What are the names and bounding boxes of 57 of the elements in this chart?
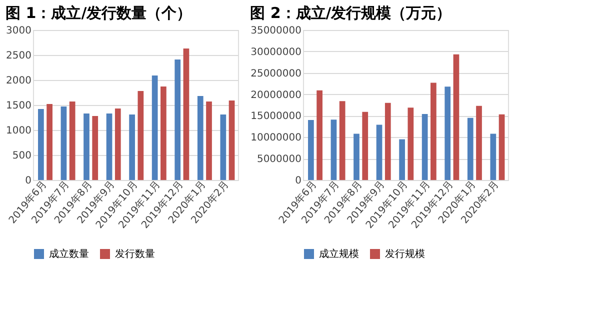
bar <box>430 82 436 180</box>
bar <box>408 108 414 180</box>
bar <box>114 108 121 180</box>
bar <box>422 114 428 180</box>
bar <box>308 120 314 180</box>
bar <box>354 134 360 180</box>
y-tick-label: 5000000 <box>256 154 302 166</box>
bar <box>453 54 460 180</box>
legend-label: 发行规模 <box>385 248 425 260</box>
bar <box>197 96 204 180</box>
chart-title: 图 2：成立/发行规模（万元） <box>250 4 452 22</box>
bar <box>38 109 44 180</box>
legend-label: 成立数量 <box>49 248 89 260</box>
y-tick-label: 15000000 <box>250 111 302 122</box>
bar <box>46 104 52 180</box>
y-tick-label: 500 <box>12 150 32 162</box>
bar <box>316 90 322 180</box>
y-tick-label: 2000 <box>6 76 32 86</box>
bar <box>376 124 382 180</box>
bar <box>228 100 235 180</box>
y-tick-label: 0 <box>25 176 32 186</box>
bar <box>152 76 158 180</box>
bar <box>330 120 337 180</box>
bar <box>490 134 496 180</box>
y-tick-label: 25000000 <box>250 68 302 80</box>
y-tick-label: 10000000 <box>250 132 302 144</box>
bar <box>444 86 451 180</box>
y-tick-label: 35000000 <box>250 26 302 36</box>
bar <box>106 114 112 180</box>
legend-label: 成立规模 <box>319 248 359 260</box>
bar <box>220 114 226 180</box>
bar <box>467 118 474 180</box>
bar <box>129 114 135 180</box>
bar <box>399 139 405 180</box>
bar <box>160 86 166 180</box>
y-tick-label: 3000 <box>6 26 32 36</box>
y-tick-label: 0 <box>295 176 302 186</box>
y-tick-label: 20000000 <box>250 90 302 101</box>
bar <box>138 91 144 180</box>
bar <box>60 106 67 180</box>
bar <box>384 102 391 180</box>
bar <box>183 48 190 180</box>
bar <box>174 60 181 180</box>
legend-label: 发行数量 <box>115 249 155 260</box>
chart-title: 图 1：成立/发行数量（个） <box>6 4 192 22</box>
bar <box>92 116 98 180</box>
y-tick-label: 2500 <box>6 50 32 62</box>
bar <box>206 102 212 180</box>
bar <box>362 112 368 180</box>
bar <box>339 101 346 180</box>
bar <box>498 114 505 180</box>
bar <box>69 102 76 180</box>
y-tick-label: 30000000 <box>250 46 302 58</box>
bar <box>84 114 90 180</box>
y-tick-label: 1500 <box>6 100 32 112</box>
bar <box>476 106 482 180</box>
y-tick-label: 1000 <box>6 126 32 136</box>
